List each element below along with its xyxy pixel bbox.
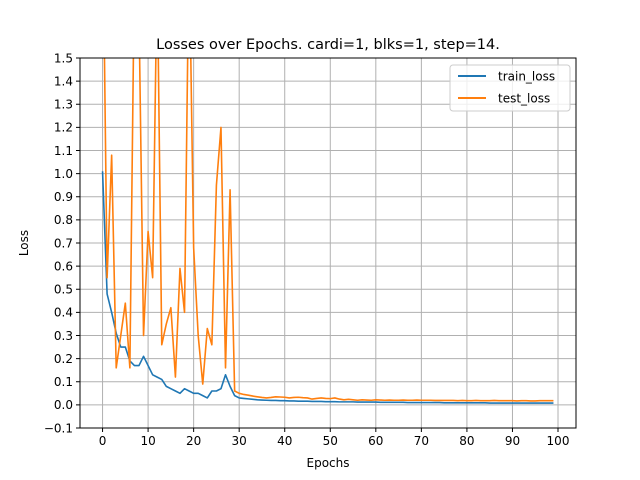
- y-tick-label: 0.8: [54, 213, 73, 227]
- series-line-train-loss: [101, 171, 554, 404]
- x-tick-label: 60: [368, 434, 383, 448]
- y-tick-label: 0.3: [54, 329, 73, 343]
- y-tick-label: −0.1: [44, 421, 73, 435]
- y-tick-label: 1.0: [54, 167, 73, 181]
- x-axis: 0 10 20 30 40 50 60 70 80 90 100: [99, 428, 570, 448]
- series-layer: [101, 58, 554, 404]
- y-tick-label: 0.9: [54, 190, 73, 204]
- legend: train_loss test_loss: [449, 64, 571, 112]
- y-tick-label: 1.3: [54, 98, 73, 112]
- x-tick-label: 20: [186, 434, 201, 448]
- x-tick-label: 70: [414, 434, 429, 448]
- y-tick-label: 1.5: [54, 51, 73, 65]
- x-tick-label: 40: [277, 434, 292, 448]
- y-tick-label: 0.4: [54, 306, 73, 320]
- x-tick-label: 0: [99, 434, 107, 448]
- x-tick-label: 10: [140, 434, 155, 448]
- y-tick-label: 0.7: [54, 236, 73, 250]
- legend-label-train-loss: train_loss: [498, 70, 555, 84]
- series-line-test-loss: [103, 58, 554, 402]
- x-tick-label: 50: [323, 434, 338, 448]
- y-axis-label: Loss: [17, 230, 31, 256]
- y-tick-label: 0.2: [54, 352, 73, 366]
- x-tick-label: 30: [232, 434, 247, 448]
- x-tick-label: 90: [505, 434, 520, 448]
- legend-label-test-loss: test_loss: [498, 92, 550, 106]
- y-tick-label: 1.2: [54, 121, 73, 135]
- y-tick-label: 0.5: [54, 283, 73, 297]
- chart-title: Losses over Epochs. cardi=1, blks=1, ste…: [156, 37, 500, 53]
- y-tick-label: 0.0: [54, 398, 73, 412]
- y-axis: −0.1 0.0 0.1 0.2 0.3 0.4 0.5 0.6 0.7 0.8 0.9 1.0 1.1…: [44, 51, 80, 435]
- y-tick-label: 0.6: [54, 259, 73, 273]
- y-tick-label: 0.1: [54, 375, 73, 389]
- x-tick-label: 80: [459, 434, 474, 448]
- x-tick-label: 100: [547, 434, 570, 448]
- y-tick-label: 1.4: [54, 74, 73, 88]
- y-tick-label: 1.1: [54, 144, 73, 158]
- x-axis-label: Epochs: [307, 456, 350, 470]
